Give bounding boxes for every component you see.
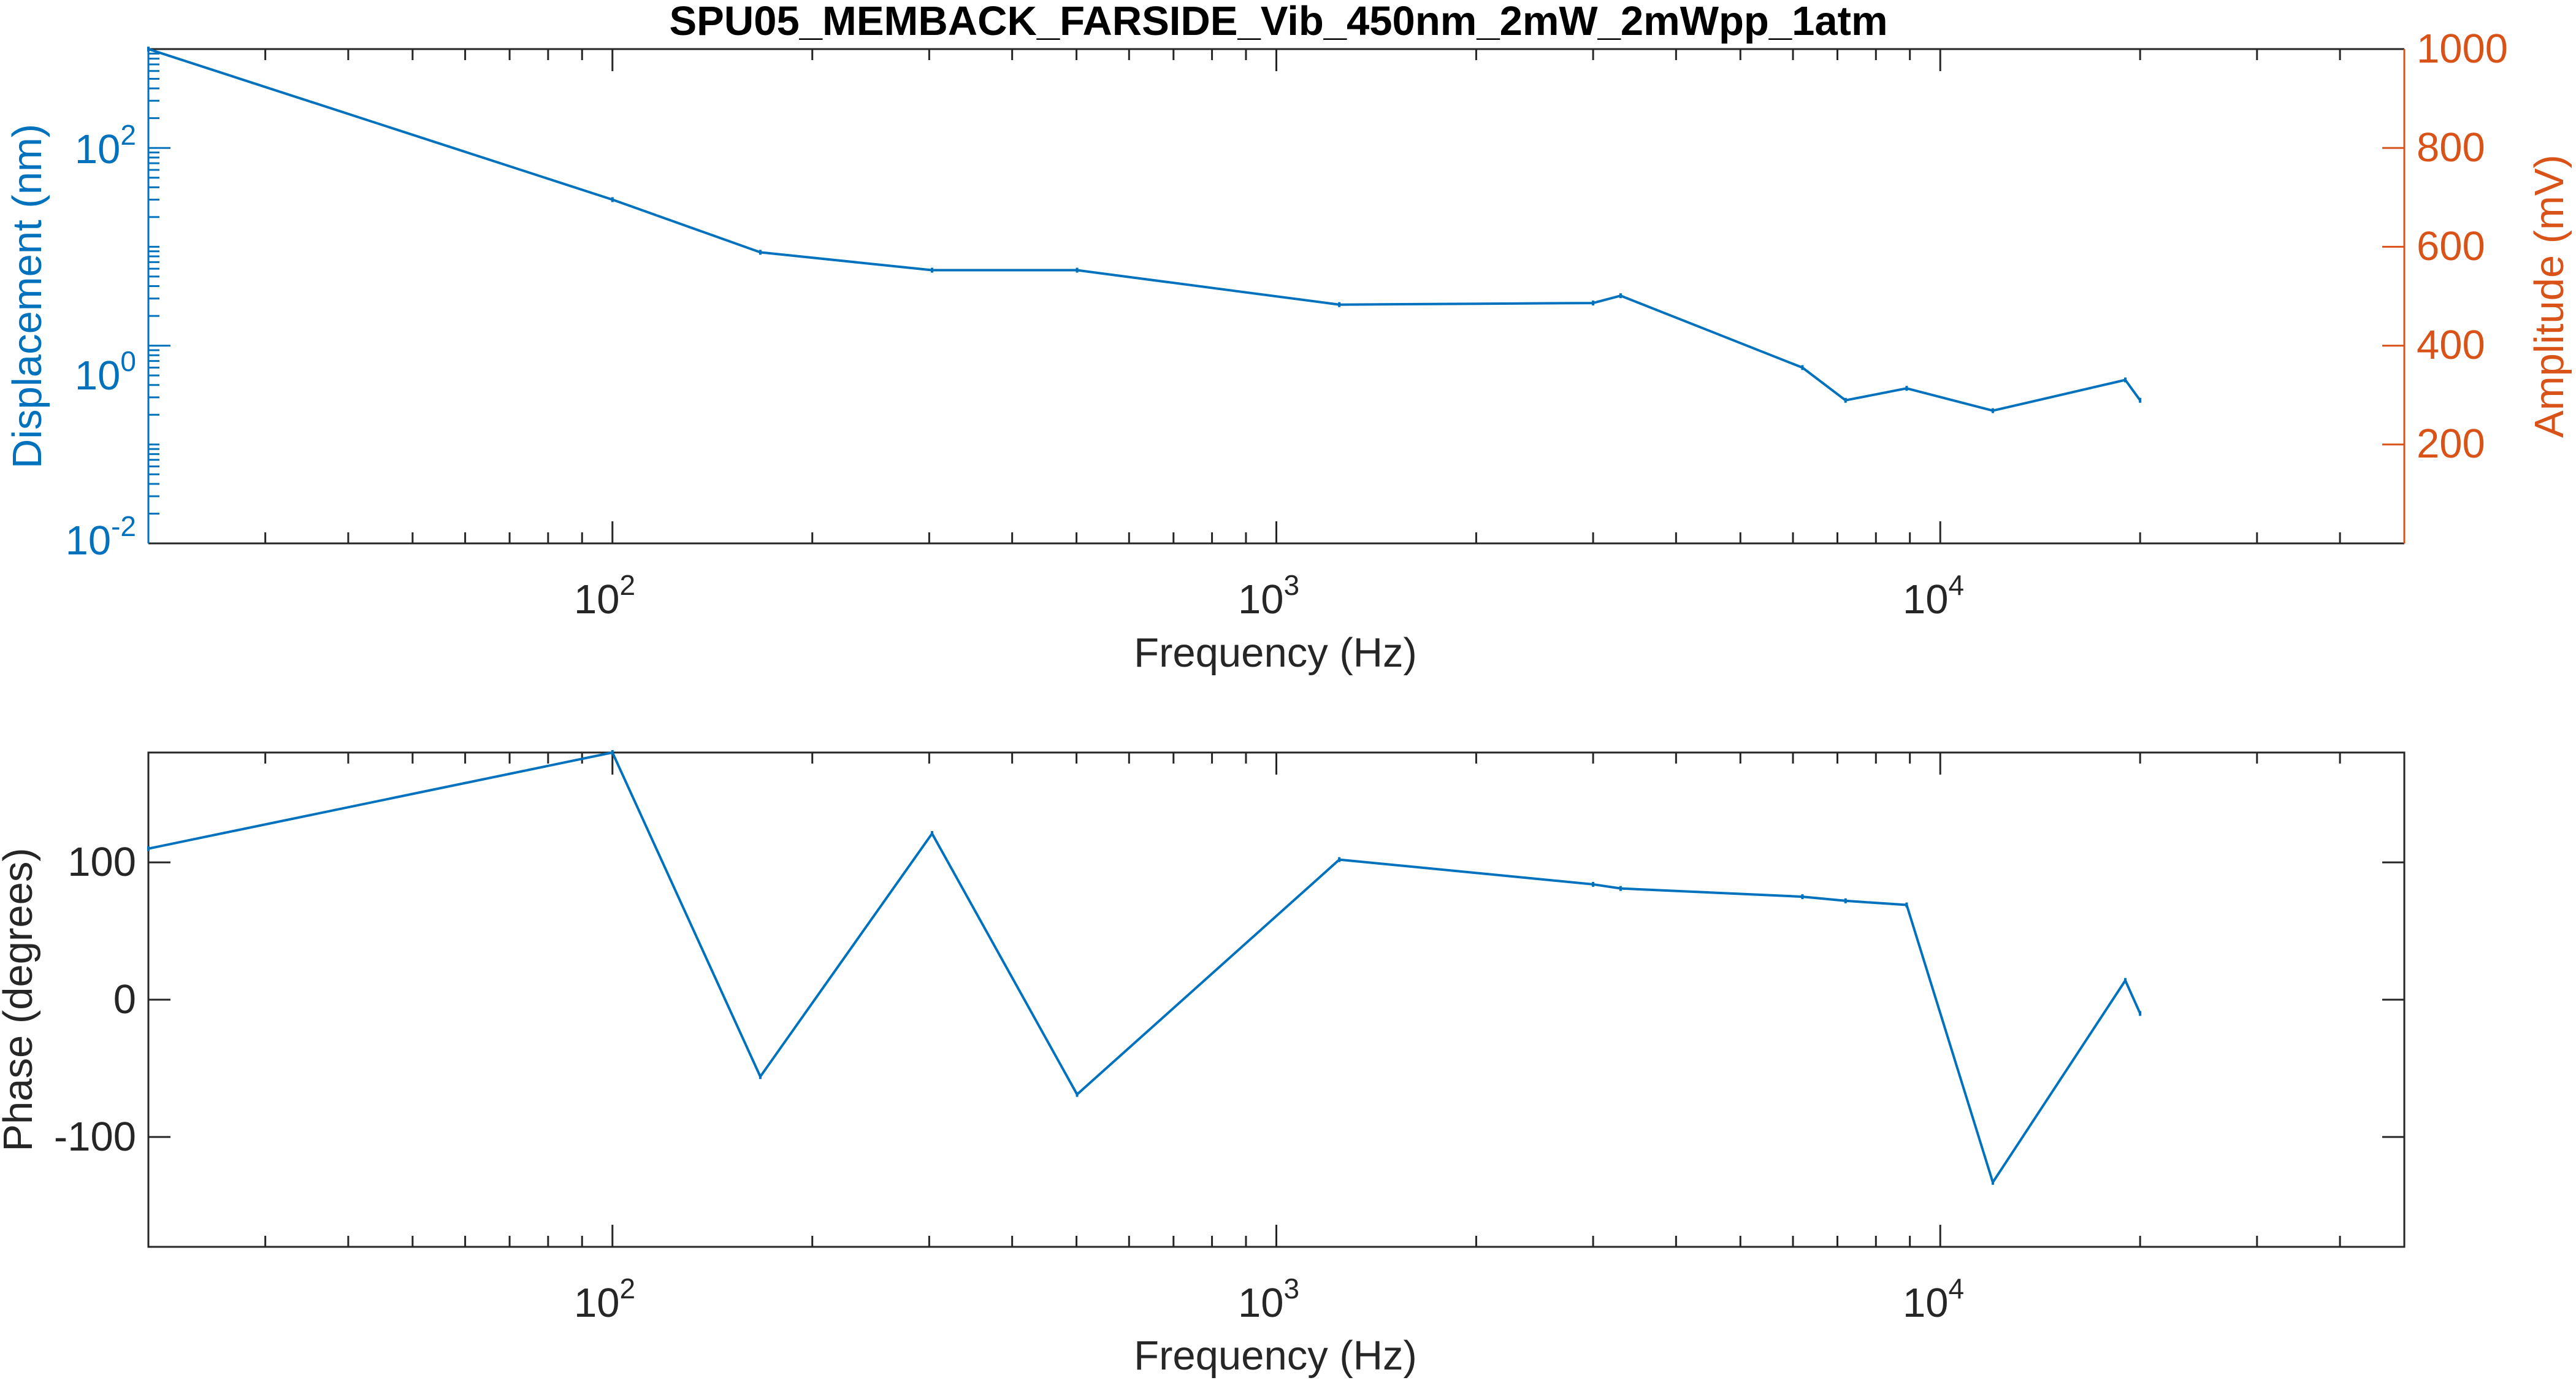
top-y-tick-label: 100 [75, 345, 136, 399]
top-x-tick-label: 104 [1903, 569, 1964, 623]
bottom-x-tick-label: 104 [1903, 1273, 1964, 1326]
bottom-y-tick-label: 0 [113, 976, 136, 1022]
top-y-tick-label: 10-2 [66, 510, 136, 564]
bottom-x-tick-label: 102 [574, 1273, 635, 1326]
top-minor-ticks [147, 49, 2406, 543]
series-line [148, 751, 2141, 1184]
bottom-minor-ticks [147, 753, 2406, 1247]
phase-series [147, 750, 2142, 1185]
bottom-y-axis-label: Phase (degrees) [0, 848, 41, 1151]
bottom-x-ticks [611, 753, 1941, 1247]
top-y-tick-label: 102 [75, 119, 136, 172]
figure-title: SPU05_MEMBACK_FARSIDE_Vib_450nm_2mW_2mWp… [669, 0, 1887, 44]
top-right-ticks [2382, 48, 2404, 545]
top-y2-tick-label: 800 [2417, 125, 2485, 170]
bottom-x-tick-label: 103 [1238, 1273, 1299, 1326]
top-y2-tick-label: 600 [2417, 223, 2485, 269]
top-panel: 102 103 104 10-2 100 102 200 400 600 800… [4, 26, 2572, 676]
top-y2-tick-label: 1000 [2417, 26, 2508, 72]
top-x-tick-label: 103 [1238, 569, 1299, 623]
top-x-tick-label: 102 [574, 569, 635, 623]
bottom-x-axis-label: Frequency (Hz) [1134, 1333, 1417, 1379]
top-x-axis-label: Frequency (Hz) [1134, 630, 1417, 676]
top-y2-axis-label: Amplitude (mV) [2526, 155, 2572, 438]
bottom-axes-box [147, 751, 2406, 1248]
bottom-panel: 102 103 104 100 0 -100 Frequency (Hz) Ph… [0, 750, 2406, 1379]
bottom-y-tick-label: -100 [54, 1114, 136, 1160]
top-y2-tick-label: 200 [2417, 421, 2485, 467]
top-left-ticks [148, 48, 170, 545]
bottom-y-ticks [148, 861, 2404, 1138]
displacement-series [147, 47, 2142, 413]
top-y2-tick-label: 400 [2417, 322, 2485, 368]
top-y-axis-label: Displacement (nm) [4, 124, 50, 469]
series-line [148, 48, 2141, 412]
top-x-ticks [611, 49, 1941, 543]
bottom-y-tick-label: 100 [67, 839, 136, 885]
